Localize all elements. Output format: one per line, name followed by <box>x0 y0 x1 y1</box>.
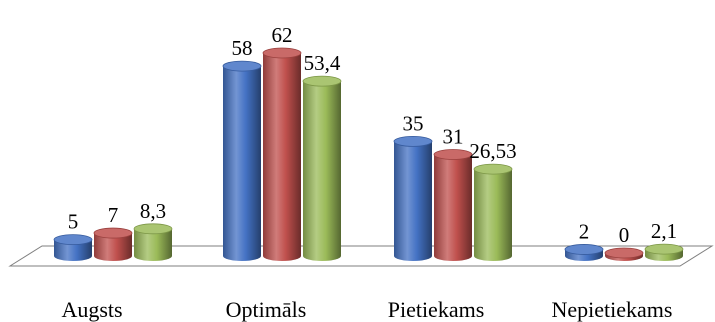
bar-top <box>133 223 173 235</box>
category-label-nepietiekams: Nepietiekams <box>552 297 673 322</box>
bar-pietiekams-series3 <box>473 163 513 261</box>
value-label-nepietiekams-series3: 2,1 <box>651 219 677 243</box>
value-label-optimals-series3: 53,4 <box>304 51 341 75</box>
bar-pietiekams-series2 <box>433 149 473 261</box>
bar-body <box>94 233 132 261</box>
bar-top <box>222 60 262 72</box>
bar-top <box>604 247 644 259</box>
value-label-nepietiekams-series2: 0 <box>619 223 630 247</box>
value-label-augsts-series1: 5 <box>68 210 79 234</box>
bars-layer <box>53 47 684 261</box>
category-labels-layer: Augsts Optimāls Pietiekams Nepietiekams <box>61 297 672 322</box>
value-label-augsts-series3: 8,3 <box>140 199 166 223</box>
bar-body <box>54 239 92 261</box>
bar-nepietiekams-series2 <box>604 247 644 261</box>
category-label-pietiekams: Pietiekams <box>388 297 485 322</box>
bar-body <box>303 81 341 261</box>
value-label-pietiekams-series3: 26,53 <box>469 139 516 163</box>
category-label-augsts: Augsts <box>61 297 122 322</box>
bar-body <box>394 141 432 261</box>
bar-body <box>434 154 472 261</box>
bar-top <box>433 149 473 160</box>
bar-top <box>262 47 302 59</box>
bar-body <box>263 53 301 261</box>
bar-body <box>223 66 261 261</box>
value-label-optimals-series1: 58 <box>232 36 253 60</box>
value-label-nepietiekams-series1: 2 <box>579 219 590 243</box>
bar-top <box>393 136 433 147</box>
bar-pietiekams-series1 <box>393 136 433 261</box>
bar-top <box>302 75 342 87</box>
bar-body <box>134 228 172 261</box>
bar-nepietiekams-series3 <box>644 243 684 261</box>
bar-top <box>53 234 93 246</box>
bar-body <box>474 169 512 261</box>
value-label-pietiekams-series1: 35 <box>403 111 424 135</box>
bar-top <box>644 243 684 255</box>
bar-optimals-series1 <box>222 60 262 261</box>
bar-augsts-series1 <box>53 234 93 261</box>
bar-optimals-series3 <box>302 75 342 261</box>
bar-optimals-series2 <box>262 47 302 261</box>
bar-top <box>564 244 604 255</box>
bar-top <box>93 227 133 239</box>
bar-nepietiekams-series1 <box>564 244 604 261</box>
chart-floor <box>8 245 714 267</box>
category-label-optimals: Optimāls <box>226 297 307 322</box>
bar-top <box>473 163 513 175</box>
value-label-pietiekams-series2: 31 <box>443 125 464 149</box>
bar-augsts-series3 <box>133 223 173 261</box>
bar-augsts-series2 <box>93 227 133 261</box>
value-label-augsts-series2: 7 <box>108 203 119 227</box>
value-label-optimals-series2: 62 <box>272 23 293 47</box>
